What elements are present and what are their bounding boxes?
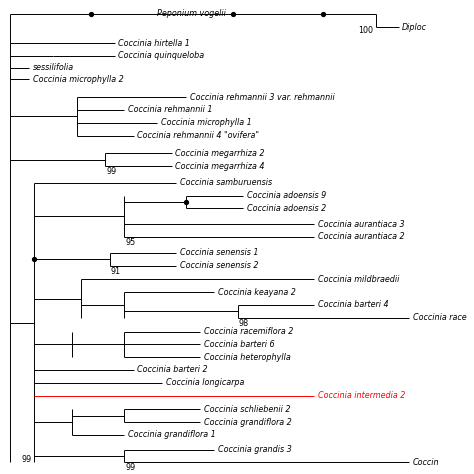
Text: 98: 98: [239, 319, 249, 328]
Text: Coccinia heterophylla: Coccinia heterophylla: [204, 353, 291, 362]
Text: 99: 99: [125, 464, 135, 473]
Text: Coccinia hirtella 1: Coccinia hirtella 1: [118, 38, 190, 47]
Text: Coccinia longicarpa: Coccinia longicarpa: [166, 378, 244, 387]
Text: Coccinia quinqueloba: Coccinia quinqueloba: [118, 51, 205, 60]
Text: Coccinia rehmannii 4 "ovifera": Coccinia rehmannii 4 "ovifera": [137, 131, 259, 140]
Text: Coccinia grandiflora 2: Coccinia grandiflora 2: [204, 418, 292, 427]
Text: Coccinia senensis 2: Coccinia senensis 2: [180, 261, 259, 270]
Text: Coccinia samburuensis: Coccinia samburuensis: [180, 178, 272, 187]
Text: Coccinia mildbraedii: Coccinia mildbraedii: [318, 275, 399, 284]
Text: Coccinia aurantiaca 3: Coccinia aurantiaca 3: [318, 219, 404, 228]
Text: Peponium vogelii: Peponium vogelii: [157, 9, 226, 18]
Text: Coccinia rehmannii 1: Coccinia rehmannii 1: [128, 106, 212, 115]
Text: Coccinia rehmannii 3 var. rehmannii: Coccinia rehmannii 3 var. rehmannii: [190, 93, 334, 102]
Text: Coccinia barteri 4: Coccinia barteri 4: [318, 301, 388, 310]
Text: Coccin: Coccin: [413, 458, 439, 467]
Text: Coccinia megarrhiza 2: Coccinia megarrhiza 2: [175, 149, 265, 158]
Text: Coccinia microphylla 2: Coccinia microphylla 2: [33, 75, 124, 84]
Text: Coccinia senensis 1: Coccinia senensis 1: [180, 248, 259, 257]
Text: Coccinia grandis 3: Coccinia grandis 3: [218, 445, 292, 454]
Text: 95: 95: [125, 238, 135, 247]
Text: 91: 91: [111, 266, 121, 275]
Text: Coccinia keayana 2: Coccinia keayana 2: [218, 288, 296, 297]
Text: Coccinia grandiflora 1: Coccinia grandiflora 1: [128, 430, 216, 439]
Text: Coccinia racemiflora 2: Coccinia racemiflora 2: [204, 327, 293, 336]
Text: Coccinia adoensis 2: Coccinia adoensis 2: [246, 204, 326, 213]
Text: Coccinia adoensis 9: Coccinia adoensis 9: [246, 191, 326, 200]
Text: Coccinia barteri 6: Coccinia barteri 6: [204, 340, 274, 349]
Text: Coccinia aurantiaca 2: Coccinia aurantiaca 2: [318, 232, 404, 241]
Text: 100: 100: [358, 26, 373, 35]
Text: 99: 99: [106, 167, 116, 176]
Text: sessilifolia: sessilifolia: [33, 63, 74, 72]
Text: Coccinia megarrhiza 4: Coccinia megarrhiza 4: [175, 162, 265, 171]
Text: Coccinia microphylla 1: Coccinia microphylla 1: [161, 118, 252, 128]
Text: Coccinia schliebenii 2: Coccinia schliebenii 2: [204, 405, 291, 414]
Text: 99: 99: [22, 456, 32, 465]
Text: Coccinia barteri 2: Coccinia barteri 2: [137, 365, 208, 374]
Text: Diploc: Diploc: [401, 23, 426, 32]
Text: Coccinia race: Coccinia race: [413, 313, 466, 322]
Text: Coccinia intermedia 2: Coccinia intermedia 2: [318, 391, 405, 400]
